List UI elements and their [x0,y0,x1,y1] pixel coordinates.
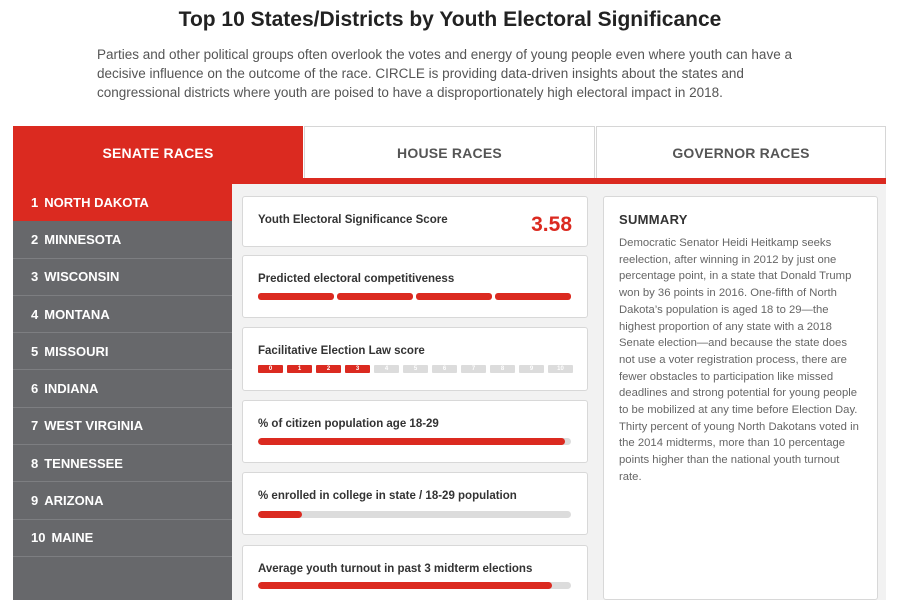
youth-turnout-fill [258,582,553,589]
sidebar-item-label: WISCONSIN [44,269,120,285]
sidebar-item-label: MONTANA [44,306,110,322]
law-score-box: 4 [374,365,399,373]
rank-number: 5 [31,343,39,359]
law-score-box: 2 [316,365,341,373]
sidebar-item-label: MAINE [51,530,94,546]
law-score-box: 5 [403,365,428,373]
sidebar: 1 NORTH DAKOTA 2 MINNESOTA 3 WISCONSIN 4 MON… [13,184,232,600]
rank-number: 6 [31,381,39,397]
rank-number: 3 [31,269,39,285]
page-title: Top 10 States/Districts by Youth Elector… [178,8,722,31]
law-score-box: 3 [345,365,370,373]
rank-number: 10 [31,530,46,546]
tab-governor-races[interactable]: GOVERNOR RACES [596,126,886,178]
rank-number: 7 [31,418,39,434]
score-card: Youth Electoral Significance Score 3.58 [242,196,588,247]
tab-senate-races[interactable]: SENATE RACES [13,126,303,178]
score-label: Youth Electoral Significance Score [258,214,448,226]
law-score-box: 7 [461,365,486,373]
youth-turnout-bar [258,582,571,589]
sidebar-item-maine[interactable]: 10 MAINE [13,520,232,557]
college-enrollment-label: % enrolled in college in state / 18-29 p… [258,490,517,502]
law-score-scale: 0 1 2 3 4 5 6 7 8 9 10 [258,365,573,373]
law-score-box: 6 [432,365,457,373]
sidebar-item-label: INDIANA [44,381,99,397]
rank-number: 4 [31,306,39,322]
sidebar-item-minnesota[interactable]: 2 MINNESOTA [13,221,232,259]
sidebar-item-wisconsin[interactable]: 3 WISCONSIN [13,259,232,296]
law-score-box: 9 [519,365,544,373]
college-enrollment-fill [258,511,302,518]
rank-number: 2 [31,231,39,247]
rank-number: 9 [31,493,39,509]
score-value: 3.58 [531,213,572,236]
sidebar-item-missouri[interactable]: 5 MISSOURI [13,333,232,371]
competitiveness-card: Predicted electoral competitiveness [242,255,588,318]
citizen-population-label: % of citizen population age 18-29 [258,418,439,430]
citizen-population-fill [258,438,565,445]
intro-paragraph: Parties and other political groups often… [97,47,792,100]
competitiveness-segment [416,293,492,300]
competitiveness-segment [258,293,334,300]
competitiveness-label: Predicted electoral competitiveness [258,273,455,285]
college-enrollment-card: % enrolled in college in state / 18-29 p… [242,472,588,535]
sidebar-item-arizona[interactable]: 9 ARIZONA [13,482,232,520]
youth-turnout-card: Average youth turnout in past 3 midterm … [242,545,588,600]
law-score-box: 10 [548,365,573,373]
sidebar-item-label: WEST VIRGINIA [44,418,144,434]
competitiveness-segment [495,293,571,300]
college-enrollment-bar [258,511,571,518]
tab-underline [13,178,886,184]
sidebar-item-label: ARIZONA [44,493,104,509]
competitiveness-segments [258,293,571,300]
summary-text: Democratic Senator Heidi Heitkamp seeks … [619,237,859,483]
rank-number: 1 [31,194,39,210]
sidebar-item-indiana[interactable]: 6 INDIANA [13,370,232,408]
rank-number: 8 [31,455,39,471]
tab-house-races[interactable]: HOUSE RACES [304,126,595,178]
sidebar-item-north-dakota[interactable]: 1 NORTH DAKOTA [13,184,232,222]
race-tabs: SENATE RACES HOUSE RACES GOVERNOR RACES [13,126,886,178]
sidebar-item-label: TENNESSEE [44,455,123,471]
sidebar-item-tennessee[interactable]: 8 TENNESSEE [13,445,232,483]
law-score-box: 0 [258,365,283,373]
sidebar-item-west-virginia[interactable]: 7 WEST VIRGINIA [13,408,232,446]
competitiveness-segment [337,293,413,300]
summary-panel: SUMMARY Democratic Senator Heidi Heitkam… [603,196,878,600]
citizen-population-card: % of citizen population age 18-29 [242,400,588,463]
sidebar-item-label: MINNESOTA [44,231,122,247]
sidebar-item-label: MISSOURI [44,343,109,359]
summary-title: SUMMARY [619,212,688,227]
youth-turnout-label: Average youth turnout in past 3 midterm … [258,563,533,575]
law-score-label: Facilitative Election Law score [258,345,425,357]
law-score-box: 8 [490,365,515,373]
sidebar-item-montana[interactable]: 4 MONTANA [13,296,232,334]
law-score-box: 1 [287,365,312,373]
sidebar-item-label: NORTH DAKOTA [44,194,149,210]
citizen-population-bar [258,438,571,445]
